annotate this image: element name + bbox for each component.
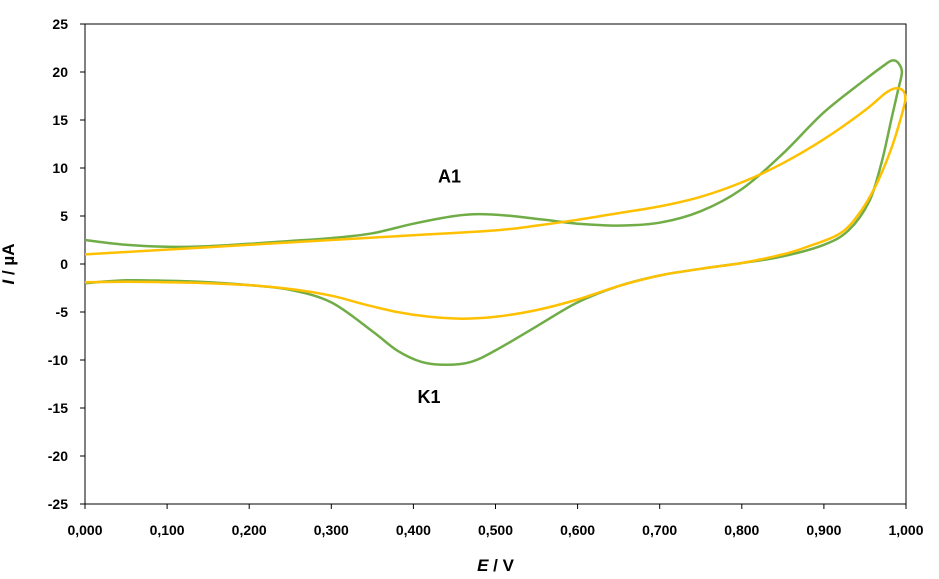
x-tick-label: 0,600 — [560, 522, 595, 538]
x-tick-label: 0,300 — [314, 522, 349, 538]
x-tick-label: 0,000 — [67, 522, 102, 538]
y-axis-title-symbol: I — [0, 278, 18, 284]
x-tick-label: 1,000 — [888, 522, 923, 538]
y-tick-label: 0 — [60, 256, 68, 272]
x-tick-label: 0,900 — [806, 522, 841, 538]
annotation-k1: K1 — [418, 387, 441, 407]
series-line-2 — [84, 87, 907, 320]
y-axis-title-unit: / µA — [0, 244, 18, 280]
x-axis-title: E / V — [477, 556, 515, 575]
y-axis-ticks: 25 20 15 10 5 0 -5 -10 -15 -20 -25 — [48, 16, 85, 512]
x-tick-label: 0,200 — [232, 522, 267, 538]
x-axis-title-symbol: E — [477, 556, 489, 575]
x-axis-title-unit: / V — [488, 556, 514, 575]
y-tick-label: -15 — [48, 400, 68, 416]
x-tick-label: 0,400 — [396, 522, 431, 538]
y-tick-label: -25 — [48, 496, 68, 512]
annotation-layer: A1 K1 — [418, 166, 462, 407]
x-axis-ticks: 0,000 0,100 0,200 0,300 0,400 0,500 0,600 0,700… — [67, 504, 924, 538]
y-tick-label: -20 — [48, 448, 68, 464]
x-tick-label: 0,700 — [642, 522, 677, 538]
y-tick-label: -10 — [48, 352, 68, 368]
y-tick-label: 10 — [52, 160, 68, 176]
y-axis-title: I / µA — [0, 244, 18, 285]
y-tick-label: 25 — [52, 16, 68, 32]
y-tick-label: 20 — [52, 64, 68, 80]
x-tick-label: 0,100 — [150, 522, 185, 538]
plot-frame — [84, 23, 907, 505]
y-tick-label: 15 — [52, 112, 68, 128]
y-tick-label: -5 — [56, 304, 69, 320]
y-tick-label: 5 — [60, 208, 68, 224]
x-tick-label: 0,500 — [478, 522, 513, 538]
series-layer — [84, 59, 907, 367]
plot-area — [84, 23, 907, 505]
x-tick-label: 0,800 — [724, 522, 759, 538]
annotation-a1: A1 — [438, 166, 461, 186]
series-line-1 — [84, 59, 904, 367]
